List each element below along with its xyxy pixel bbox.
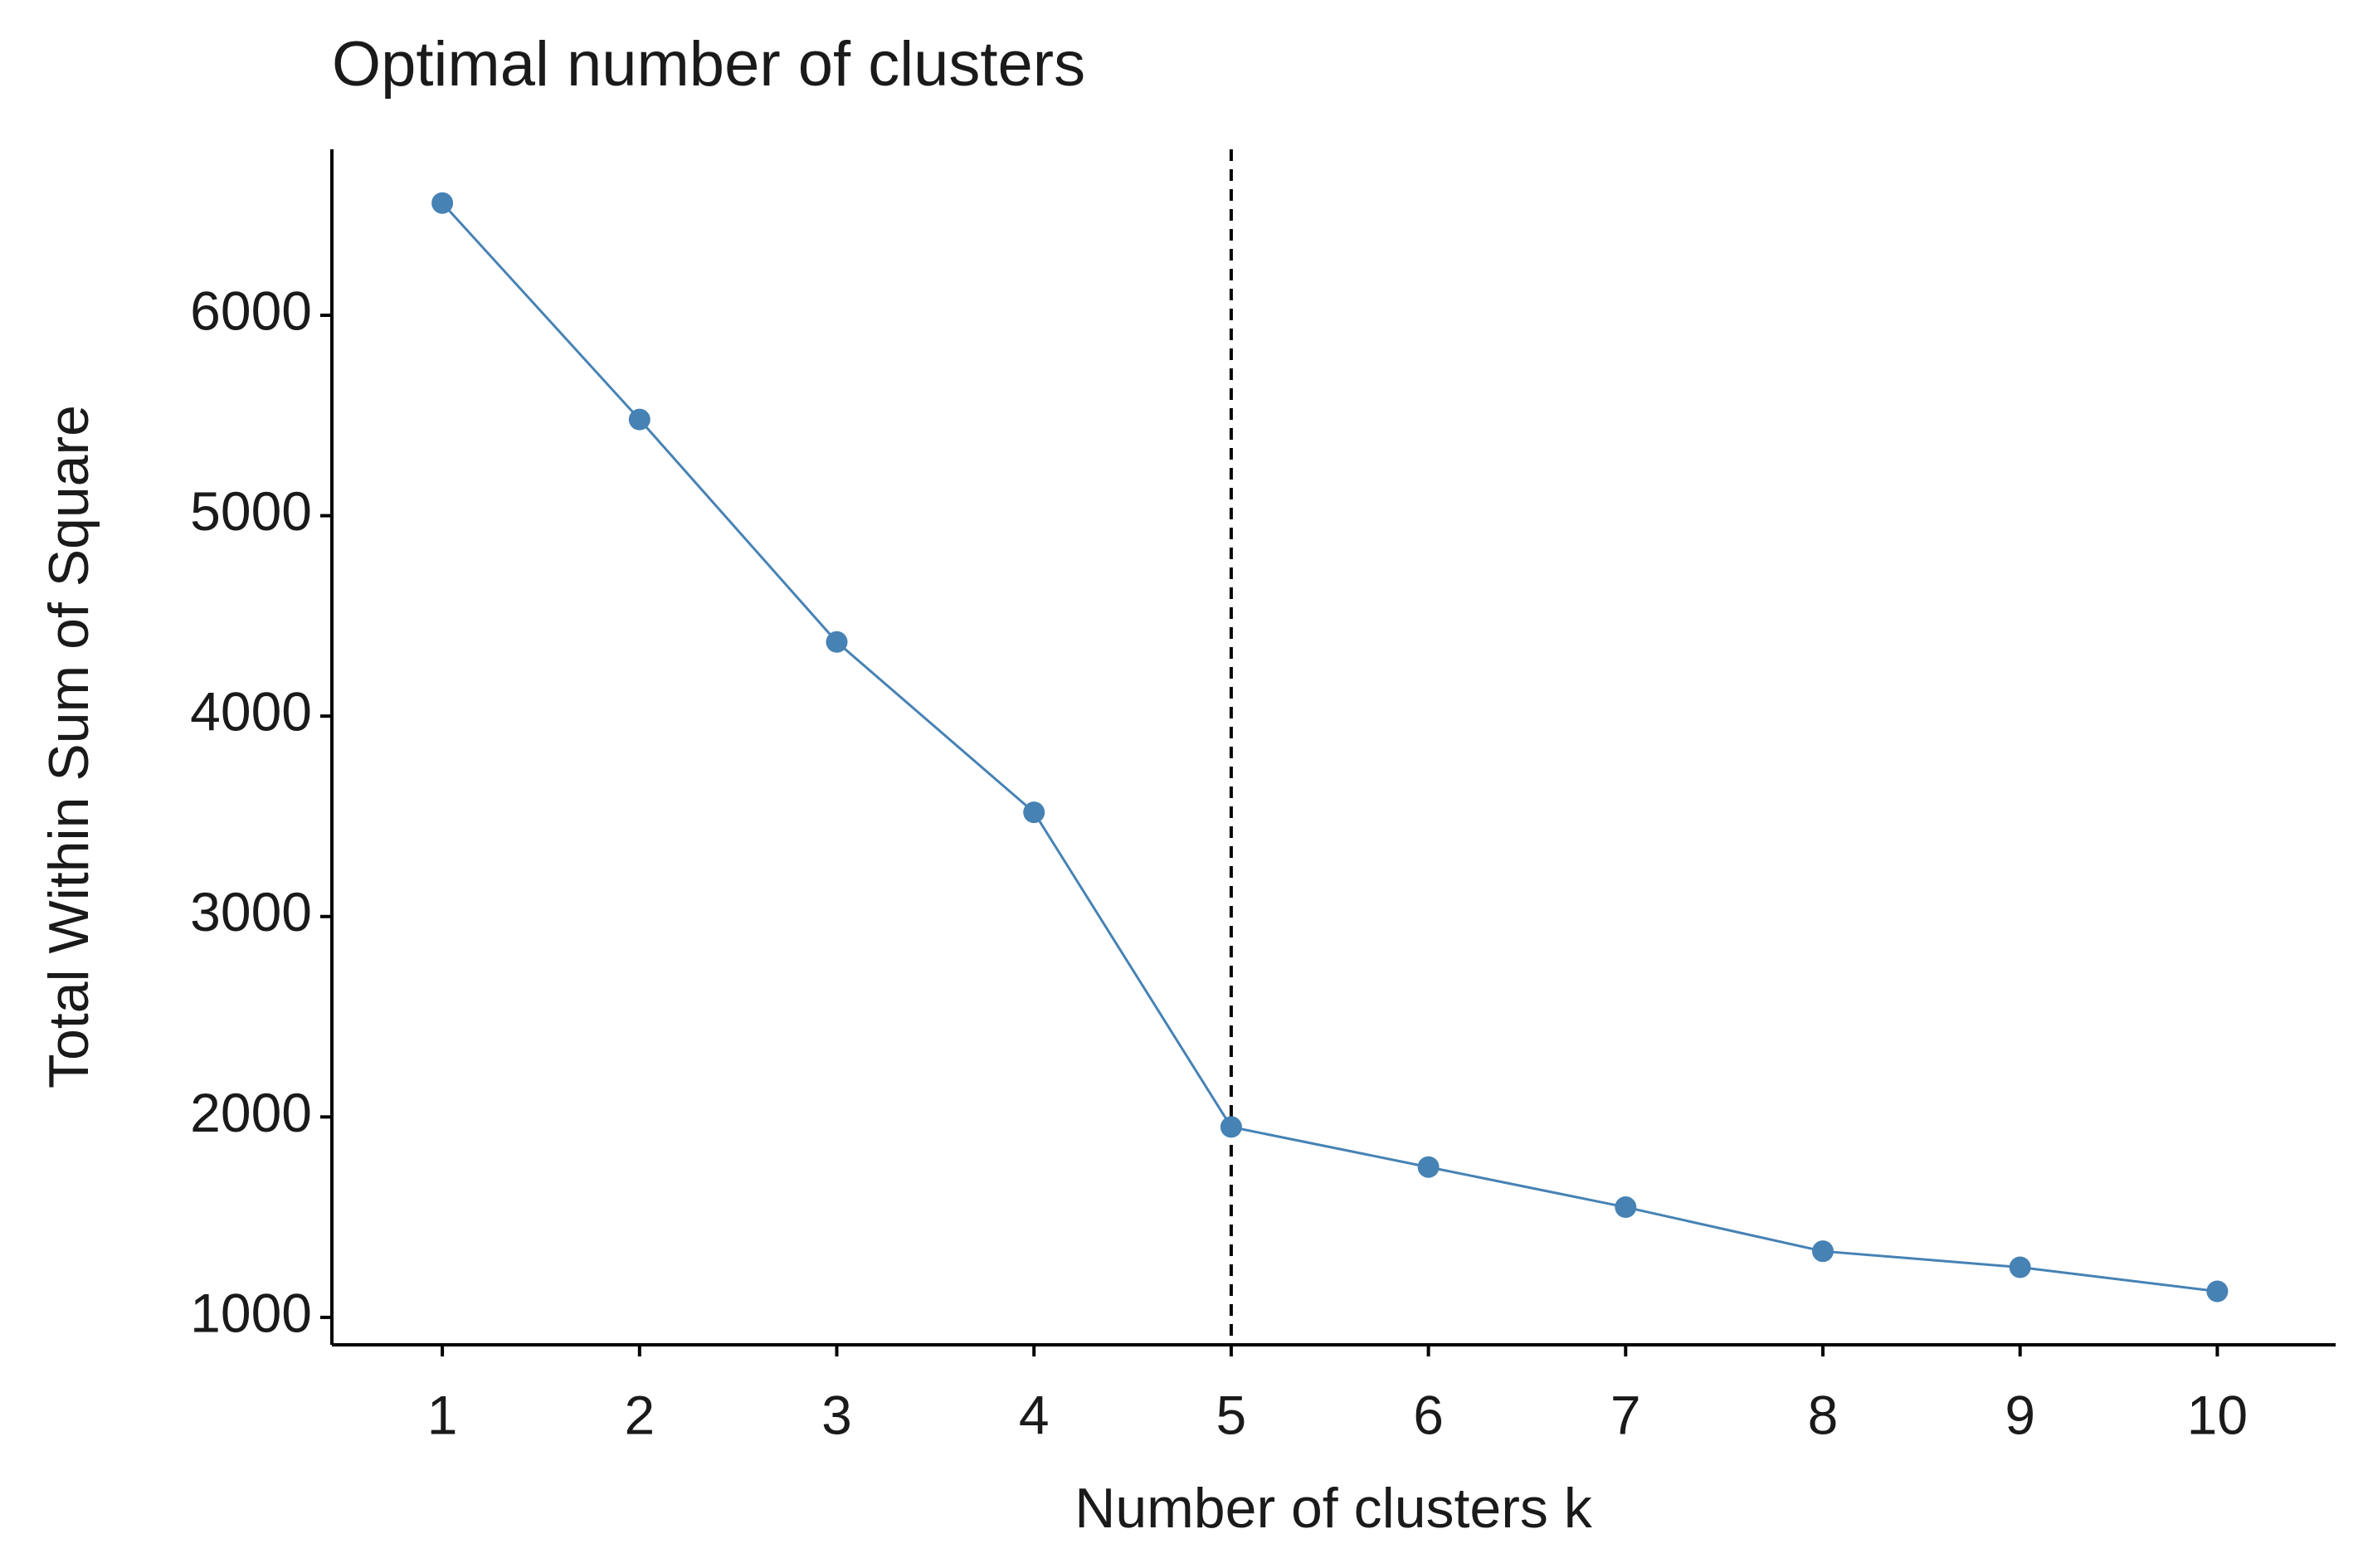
x-tick-label: 1: [427, 1384, 458, 1445]
chart-title: Optimal number of clusters: [332, 29, 1085, 100]
x-tick-label: 8: [1808, 1384, 1839, 1445]
data-point: [1811, 1240, 1834, 1263]
y-tick-label: 4000: [190, 681, 312, 743]
x-tick-label: 5: [1216, 1384, 1247, 1445]
data-point: [431, 192, 454, 214]
x-tick-label: 7: [1610, 1384, 1641, 1445]
data-point: [1615, 1196, 1637, 1219]
x-tick-label: 2: [624, 1384, 655, 1445]
x-tick-label: 3: [821, 1384, 852, 1445]
data-point: [2206, 1280, 2229, 1303]
x-tick-label: 4: [1019, 1384, 1050, 1445]
y-tick-label: 5000: [190, 480, 312, 542]
series-line: [441, 202, 2218, 1293]
x-axis-title: Number of clusters k: [1074, 1477, 1593, 1540]
data-point: [1417, 1156, 1440, 1178]
data-point: [1220, 1116, 1242, 1138]
data-point: [2009, 1256, 2031, 1278]
x-tick-label: 9: [2005, 1384, 2035, 1445]
x-tick-label: 6: [1413, 1384, 1444, 1445]
data-point: [826, 631, 848, 653]
y-tick-label: 6000: [190, 280, 312, 341]
y-tick-label: 1000: [190, 1282, 312, 1343]
x-tick-label: 10: [2187, 1384, 2248, 1445]
y-tick-label: 2000: [190, 1082, 312, 1143]
data-point: [628, 408, 650, 431]
y-tick-label: 3000: [190, 881, 312, 942]
data-point: [1023, 801, 1045, 824]
y-axis-title: Total Within Sum of Square: [37, 405, 100, 1088]
